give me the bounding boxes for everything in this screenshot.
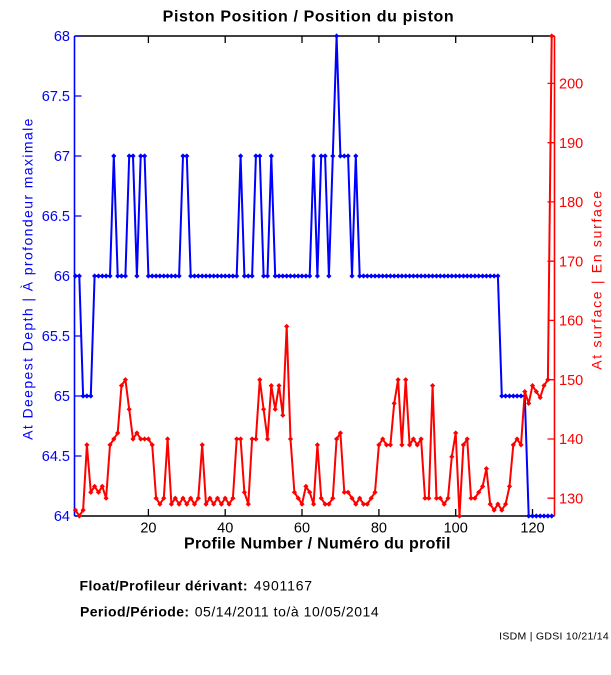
svg-text:Float/Profileur dérivant:49011: Float/Profileur dérivant: 4901167	[80, 578, 313, 594]
svg-text:64: 64	[54, 509, 70, 525]
svg-text:100: 100	[444, 521, 468, 537]
svg-text:60: 60	[294, 521, 310, 537]
svg-text:68: 68	[54, 29, 70, 45]
svg-text:20: 20	[140, 521, 156, 537]
svg-text:190: 190	[559, 136, 583, 152]
svg-text:66.5: 66.5	[42, 209, 70, 225]
svg-text:120: 120	[520, 521, 544, 537]
svg-text:40: 40	[217, 521, 233, 537]
svg-text:170: 170	[559, 254, 583, 270]
svg-text:At surface | En surface: At surface | En surface	[589, 189, 605, 369]
svg-text:130: 130	[559, 491, 583, 507]
svg-text:67.5: 67.5	[42, 89, 70, 105]
svg-text:80: 80	[371, 521, 387, 537]
svg-text:140: 140	[559, 432, 583, 448]
svg-text:Period/Période:05/14/2011 to/: Period/Période: 05/14/2011 to/à 10/05/201…	[80, 604, 379, 620]
svg-text:66: 66	[54, 269, 70, 285]
svg-text:Piston Position / Position du: Piston Position / Position du piston	[163, 8, 455, 25]
svg-text:180: 180	[559, 195, 583, 211]
svg-text:64.5: 64.5	[42, 449, 70, 465]
svg-text:Profile Number / Numéro du pro: Profile Number / Numéro du profil	[184, 536, 451, 553]
svg-text:160: 160	[559, 314, 583, 330]
svg-text:200: 200	[559, 77, 583, 93]
svg-text:67: 67	[54, 149, 70, 165]
svg-text:At Deepest Depth | À profondeu: At Deepest Depth | À profondeur maximale	[20, 117, 36, 440]
svg-text:65: 65	[54, 389, 70, 405]
svg-text:65.5: 65.5	[42, 329, 70, 345]
svg-text:150: 150	[559, 373, 583, 389]
svg-text:ISDM | GDSI 10/21/14: ISDM | GDSI 10/21/14	[499, 631, 609, 643]
